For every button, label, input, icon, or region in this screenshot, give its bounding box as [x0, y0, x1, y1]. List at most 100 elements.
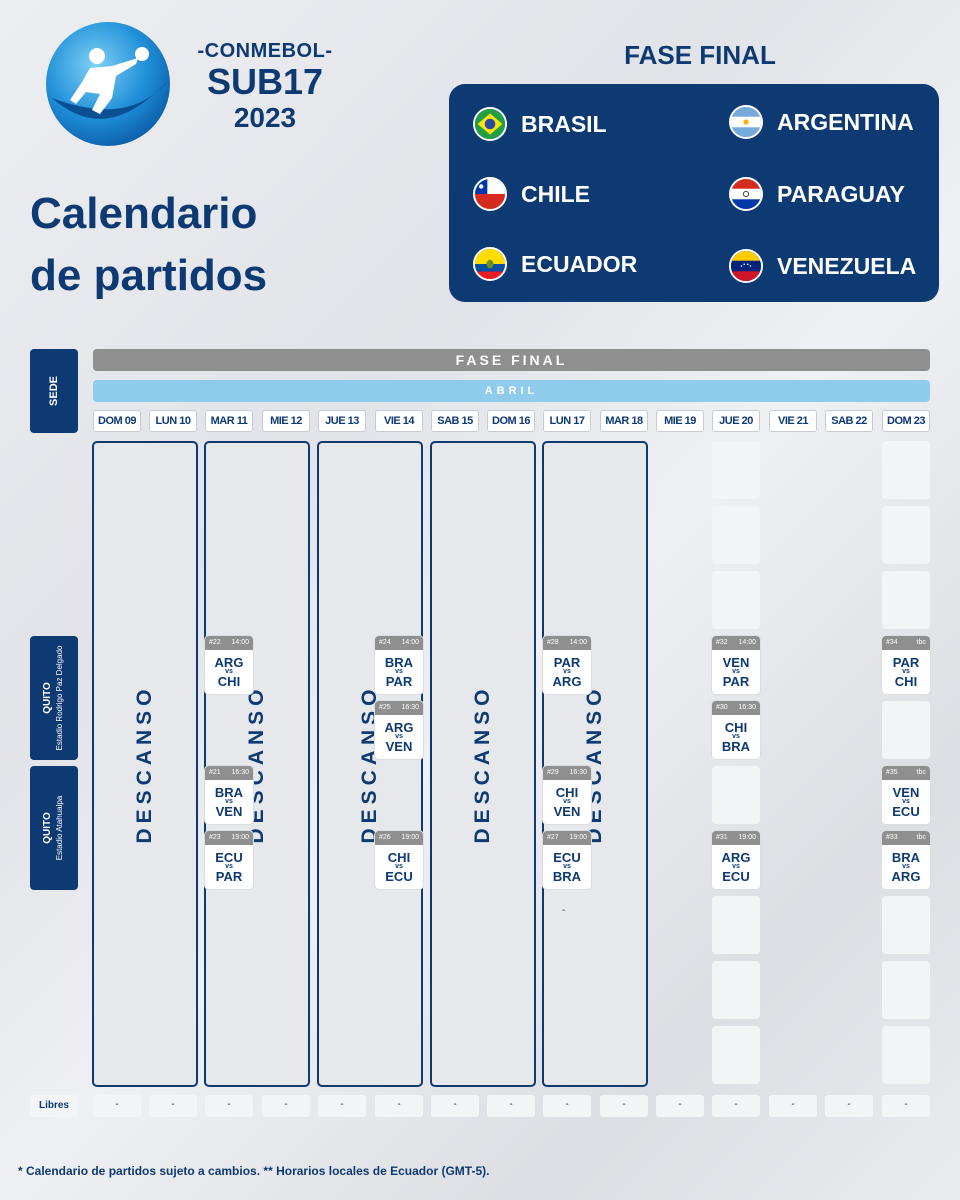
- argentina-flag-icon: [729, 105, 763, 139]
- away-team: PAR: [385, 674, 413, 689]
- libre-cell: -: [149, 1095, 197, 1117]
- venue-city: QUITO: [42, 812, 53, 844]
- match-card[interactable]: #31 19:00 ARG vs ECU: [712, 831, 760, 889]
- team-name: PARAGUAY: [777, 180, 905, 207]
- match-time: 16:30: [569, 769, 587, 776]
- match-card[interactable]: #22 14:00 ARG vs CHI: [205, 636, 253, 694]
- empty-slot: [882, 701, 930, 759]
- match-time: 19:00: [738, 834, 756, 841]
- match-card[interactable]: #24 14:00 BRA vs PAR: [375, 636, 423, 694]
- match-card[interactable]: #21 16:30 BRA vs VEN: [205, 766, 253, 824]
- away-team: PAR: [722, 674, 750, 689]
- match-card[interactable]: #32 14:00 VEN vs PAR: [712, 636, 760, 694]
- libre-cell: -: [262, 1095, 310, 1117]
- away-team: VEN: [215, 804, 243, 819]
- ecuador-flag-icon: [473, 247, 507, 281]
- match-number: #31: [716, 834, 728, 841]
- empty-slot: [712, 506, 760, 564]
- match-card[interactable]: #29 16:30 CHI vs VEN: [543, 766, 591, 824]
- month-bar: ABRIL: [93, 380, 930, 402]
- brand-category: SUB17: [206, 61, 324, 102]
- team-ecuador: ECUADOR: [473, 244, 637, 284]
- team-paraguay: PARAGUAY: [729, 174, 905, 214]
- venue-rodrigo-paz-delgado: QUITO Estadio Rodrigo Paz Delgado: [30, 636, 78, 760]
- match-time: 14:00: [401, 639, 419, 646]
- home-team: BRA: [214, 785, 244, 800]
- footnote: * Calendario de partidos sujeto a cambio…: [18, 1164, 490, 1178]
- match-card[interactable]: #26 19:00 CHI vs ECU: [375, 831, 423, 889]
- libre-cell: -: [656, 1095, 704, 1117]
- teams-panel: BRASIL ARGENTINA CHILE PARAGUAY ECUADOR …: [449, 84, 939, 302]
- match-number: #30: [716, 704, 728, 711]
- match-number: #22: [209, 639, 221, 646]
- away-team: VEN: [553, 804, 581, 819]
- match-card[interactable]: #23 19:00 ECU vs PAR: [205, 831, 253, 889]
- match-card[interactable]: #28 14:00 PAR vs ARG: [543, 636, 591, 694]
- match-time: 14:00: [738, 639, 756, 646]
- conmebol-sub17-logo: [46, 22, 170, 146]
- home-team: ECU: [553, 850, 581, 865]
- empty-slot: [882, 441, 930, 499]
- libre-cell: -: [375, 1095, 423, 1117]
- home-team: ECU: [215, 850, 243, 865]
- venezuela-flag-icon: [729, 249, 763, 283]
- vs-label: vs: [563, 668, 571, 675]
- team-name: CHILE: [521, 180, 590, 207]
- rest-block: DESCANSO: [542, 441, 648, 1087]
- match-number: #33: [886, 834, 898, 841]
- libre-cell: -: [93, 1095, 141, 1117]
- empty-slot: [712, 961, 760, 1019]
- day-header: DOM 23: [882, 410, 930, 432]
- home-team: CHI: [555, 785, 579, 800]
- match-number: #24: [379, 639, 391, 646]
- libre-cell: -: [543, 1095, 591, 1117]
- match-header: #23 19:00: [205, 831, 253, 845]
- match-header: #30 16:30: [712, 701, 760, 715]
- empty-slot: [882, 896, 930, 954]
- libre-cell: -: [487, 1095, 535, 1117]
- away-team: PAR: [215, 869, 243, 884]
- match-number: #32: [716, 639, 728, 646]
- home-team: CHI: [724, 720, 748, 735]
- day-header: LUN 10: [149, 410, 197, 432]
- match-number: #21: [209, 769, 221, 776]
- stage-header: FASE FINAL: [624, 40, 776, 70]
- home-team: BRA: [891, 850, 921, 865]
- match-header: #21 16:30: [205, 766, 253, 780]
- libre-cell: -: [205, 1095, 253, 1117]
- empty-slot: [882, 506, 930, 564]
- match-time: 19:00: [231, 834, 249, 841]
- home-team: PAR: [553, 655, 581, 670]
- sede-header: SEDE: [30, 349, 78, 433]
- match-card[interactable]: #30 16:30 CHI vs BRA: [712, 701, 760, 759]
- team-name: ECUADOR: [521, 250, 638, 277]
- brand-year: 2023: [233, 102, 297, 133]
- away-team: ARG: [552, 674, 582, 689]
- match-number: #34: [886, 639, 898, 646]
- empty-slot: [712, 1026, 760, 1084]
- match-card[interactable]: #25 16:30 ARG vs VEN: [375, 701, 423, 759]
- away-team: ECU: [892, 804, 920, 819]
- match-header: #29 16:30: [543, 766, 591, 780]
- away-team: ECU: [722, 869, 750, 884]
- match-time: 16:30: [231, 769, 249, 776]
- team-argentina: ARGENTINA: [729, 102, 914, 142]
- libres-label: Libres: [30, 1095, 78, 1117]
- home-team: CHI: [387, 850, 411, 865]
- rest-label: DESCANSO: [471, 684, 494, 844]
- match-card[interactable]: #27 19:00 ECU vs BRA: [543, 831, 591, 889]
- empty-slot: [882, 1026, 930, 1084]
- match-time: 19:00: [569, 834, 587, 841]
- match-card[interactable]: #35 tbc VEN vs ECU: [882, 766, 930, 824]
- vs-label: vs: [902, 798, 910, 805]
- match-card[interactable]: #34 tbc PAR vs CHI: [882, 636, 930, 694]
- day-header: DOM 16: [487, 410, 535, 432]
- vs-label: vs: [225, 798, 233, 805]
- rest-block: DESCANSO: [430, 441, 536, 1087]
- match-time: tbc: [916, 834, 926, 841]
- page-title-line1: Calendario: [30, 189, 258, 238]
- match-card[interactable]: #33 tbc BRA vs ARG: [882, 831, 930, 889]
- match-header: #35 tbc: [882, 766, 930, 780]
- away-team: CHI: [894, 674, 918, 689]
- libre-cell: -: [825, 1095, 873, 1117]
